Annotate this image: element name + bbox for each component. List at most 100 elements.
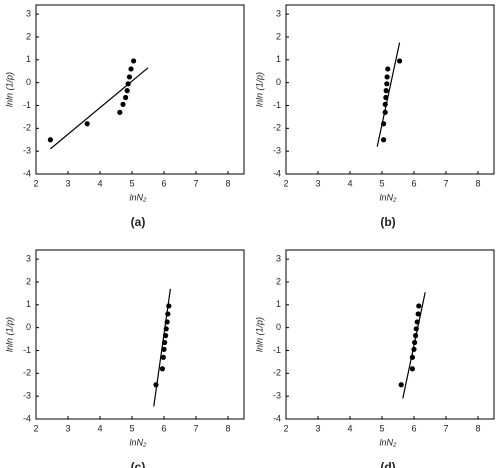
- data-point: [165, 311, 171, 317]
- x-tick-label: 8: [475, 178, 480, 188]
- x-tick-label: 3: [315, 423, 320, 433]
- y-tick-label: -1: [273, 100, 281, 110]
- y-tick-label: 1: [276, 54, 281, 64]
- x-tick-label: 6: [161, 423, 166, 433]
- x-tick-label: 4: [347, 423, 352, 433]
- x-tick-label: 7: [443, 423, 448, 433]
- data-point: [383, 94, 389, 101]
- y-axis-title: lnln (1/p): [4, 72, 14, 107]
- y-axis-title: lnln (1/p): [254, 72, 264, 107]
- y-tick-label: -3: [23, 391, 31, 401]
- fit-line: [402, 292, 426, 399]
- y-tick-label: 3: [276, 9, 281, 19]
- y-tick-label: -1: [23, 100, 31, 110]
- x-axis-title: lnN₂: [380, 437, 398, 447]
- data-point: [124, 88, 130, 94]
- panel: 2 3 4 5 6 7 8 -4 -3 -2 -1 0 1 2 3 lnN₂ lnln (1/p) (d): [254, 249, 495, 468]
- data-point: [161, 346, 167, 352]
- data-point: [163, 333, 169, 339]
- caption: (d): [380, 460, 395, 468]
- data-point: [398, 382, 404, 388]
- x-tick-label: 7: [193, 178, 198, 188]
- x-axis-title: lnN₂: [130, 437, 148, 447]
- data-point: [131, 58, 137, 64]
- y-tick-label: -4: [23, 413, 31, 423]
- x-tick-label: 7: [193, 423, 198, 433]
- x-tick-label: 2: [33, 178, 38, 188]
- y-tick-label: 2: [276, 31, 281, 41]
- x-tick-label: 2: [33, 423, 38, 433]
- data-point: [415, 311, 421, 317]
- x-tick-label: 4: [97, 423, 102, 433]
- data-point: [384, 74, 390, 80]
- x-tick-label: 7: [443, 178, 448, 188]
- data-point: [381, 137, 387, 143]
- data-point: [153, 382, 159, 388]
- x-tick-label: 6: [161, 178, 166, 188]
- y-tick-label: -2: [273, 368, 281, 378]
- y-tick-label: 3: [26, 9, 31, 19]
- data-point: [382, 101, 388, 107]
- y-tick-label: -4: [273, 168, 281, 178]
- y-tick-label: -3: [23, 146, 31, 156]
- data-point: [384, 81, 390, 87]
- y-tick-label: 0: [276, 77, 281, 87]
- data-point: [385, 66, 391, 72]
- y-tick-label: 1: [26, 54, 31, 64]
- x-tick-label: 2: [283, 178, 288, 188]
- y-tick-label: -4: [273, 413, 281, 423]
- y-tick-label: -1: [23, 345, 31, 355]
- data-point: [412, 339, 418, 346]
- data-point: [397, 58, 403, 64]
- caption: (b): [380, 215, 395, 229]
- x-tick-label: 6: [411, 423, 416, 433]
- fit-line: [50, 67, 149, 150]
- y-tick-label: 0: [276, 322, 281, 332]
- x-tick-label: 3: [65, 178, 70, 188]
- y-tick-label: -2: [23, 123, 31, 133]
- y-axis-title: lnln (1/p): [254, 317, 264, 352]
- y-tick-label: 2: [276, 276, 281, 286]
- x-tick-label: 5: [379, 423, 384, 433]
- data-point: [416, 303, 422, 309]
- data-point: [413, 326, 419, 332]
- data-point: [126, 74, 133, 80]
- y-tick-label: 1: [26, 299, 31, 309]
- y-tick-label: -1: [273, 345, 281, 355]
- data-point: [411, 346, 417, 352]
- y-tick-label: 2: [26, 276, 31, 286]
- data-point: [159, 366, 165, 372]
- x-axis-title: lnN₂: [380, 192, 398, 202]
- x-tick-label: 5: [129, 423, 134, 433]
- x-tick-label: 5: [379, 178, 384, 188]
- data-point: [117, 109, 123, 115]
- y-tick-label: -4: [23, 168, 31, 178]
- data-point: [409, 366, 415, 372]
- y-axis-title: lnln (1/p): [4, 317, 14, 352]
- data-point: [125, 81, 131, 87]
- x-tick-label: 4: [347, 178, 352, 188]
- plot-frame: [285, 4, 495, 175]
- x-tick-label: 4: [97, 178, 102, 188]
- y-tick-label: -3: [273, 146, 281, 156]
- data-point: [413, 333, 419, 339]
- panel: 2 3 4 5 6 7 8 -4 -3 -2 -1 0 1 2 3 lnN₂ lnln (1/p) (c): [4, 249, 245, 468]
- data-point: [414, 319, 420, 325]
- panel: 2 3 4 5 6 7 8 -4 -3 -2 -1 0 1 2 3 lnN₂ lnln (1/p) (b): [254, 4, 495, 229]
- data-point: [128, 66, 134, 72]
- data-point: [47, 137, 54, 143]
- data-point: [160, 354, 166, 360]
- data-point: [84, 121, 90, 127]
- data-point: [382, 109, 388, 115]
- caption: (c): [131, 460, 146, 468]
- fit-line: [376, 42, 401, 147]
- x-tick-label: 3: [315, 178, 320, 188]
- data-point: [381, 121, 387, 127]
- data-point: [123, 94, 129, 101]
- y-tick-label: -2: [23, 368, 31, 378]
- data-point: [164, 319, 170, 325]
- x-axis-title: lnN₂: [130, 192, 148, 202]
- data-point: [163, 326, 169, 332]
- y-tick-label: 2: [26, 31, 31, 41]
